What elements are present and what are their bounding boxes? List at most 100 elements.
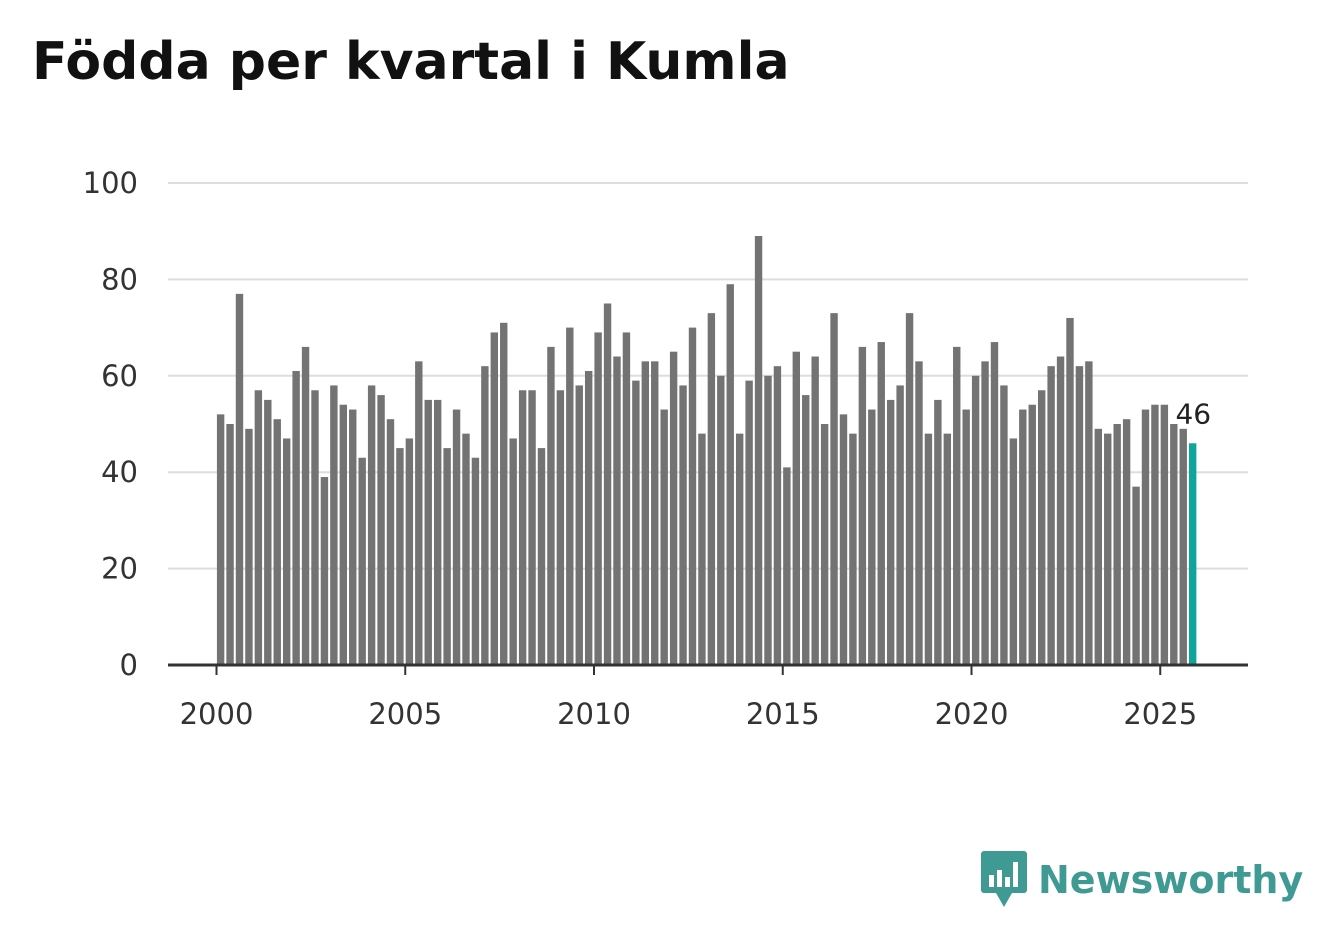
y-tick-label: 40 — [101, 455, 138, 489]
bar — [735, 433, 744, 665]
bar — [754, 236, 763, 665]
bar — [1113, 424, 1121, 665]
x-tick-label: 2010 — [557, 697, 631, 731]
y-tick-label: 0 — [120, 648, 138, 682]
bar — [566, 327, 574, 665]
x-tick-label: 2005 — [368, 697, 442, 731]
bar — [641, 361, 650, 665]
bar — [934, 399, 942, 665]
newsworthy-logo: Newsworthy — [980, 848, 1303, 912]
bar — [1066, 317, 1074, 665]
bar — [660, 409, 668, 665]
bar — [981, 361, 989, 665]
bar — [367, 385, 376, 665]
bar — [1075, 366, 1084, 665]
bar — [868, 409, 876, 665]
bar — [802, 395, 810, 665]
bar — [603, 303, 612, 665]
bar — [632, 380, 640, 665]
bar — [962, 409, 970, 665]
bar — [1028, 404, 1036, 665]
bar — [1151, 404, 1159, 665]
bar — [254, 390, 263, 665]
y-tick-label: 80 — [101, 262, 138, 296]
axes: 0 20 40 60 80 100 2000 2005 2010 2015 2020 2025 — [83, 166, 1248, 731]
bar — [839, 414, 848, 665]
bar — [575, 385, 583, 665]
bar — [1000, 385, 1008, 665]
bar — [433, 399, 442, 665]
bar — [330, 385, 338, 665]
bar — [905, 313, 914, 665]
bar — [386, 419, 395, 665]
bar — [707, 313, 716, 665]
x-tick-label: 2020 — [935, 697, 1009, 731]
bar — [556, 390, 565, 665]
bar — [1160, 404, 1169, 665]
bar — [547, 346, 555, 665]
x-tick-label: 2025 — [1123, 697, 1197, 731]
bar — [1094, 428, 1103, 665]
bar — [764, 375, 772, 665]
bar — [509, 438, 517, 665]
bar — [443, 448, 451, 665]
bar — [953, 346, 961, 665]
bar-chart-speech-bubble-icon — [981, 851, 1027, 907]
y-tick-label: 20 — [101, 552, 138, 586]
bar — [273, 419, 281, 665]
bar — [688, 327, 697, 665]
bar — [528, 390, 536, 665]
bar — [594, 332, 602, 665]
bar — [830, 313, 838, 665]
y-tick-label: 60 — [101, 359, 138, 393]
data-labels: 46 — [1172, 394, 1214, 433]
bar — [584, 370, 593, 665]
bar — [471, 457, 480, 665]
x-tick-label: 2015 — [746, 697, 820, 731]
bar — [1056, 356, 1065, 665]
bar — [235, 293, 244, 665]
bar — [679, 385, 687, 665]
bar — [424, 399, 432, 665]
bar — [1047, 366, 1055, 665]
bar — [1104, 433, 1112, 665]
brand-name: Newsworthy — [1038, 858, 1304, 902]
y-tick-label: 100 — [83, 166, 138, 200]
bar — [924, 433, 933, 665]
bar — [339, 404, 348, 665]
bar — [415, 361, 423, 665]
bar — [1132, 486, 1140, 665]
bar — [358, 457, 366, 665]
bar — [377, 395, 385, 665]
bar — [282, 438, 291, 665]
bar — [264, 399, 272, 665]
bar — [990, 342, 999, 665]
bar — [349, 409, 357, 665]
bar — [1141, 409, 1150, 665]
bar — [320, 477, 329, 665]
chart-title: Födda per kvartal i Kumla — [32, 32, 790, 92]
bar — [216, 414, 225, 665]
x-tick-label: 2000 — [180, 697, 254, 731]
bar — [669, 351, 678, 665]
bar — [943, 433, 952, 665]
bar — [1122, 419, 1131, 665]
bar — [1037, 390, 1046, 665]
bar — [1019, 409, 1027, 665]
bar — [849, 433, 857, 665]
bar — [858, 346, 867, 665]
bar — [245, 428, 253, 665]
bar — [311, 390, 319, 665]
bar-highlight — [1188, 443, 1197, 665]
bar — [301, 346, 310, 665]
bar — [783, 467, 791, 665]
bar — [405, 438, 414, 665]
data-label-last: 46 — [1175, 397, 1211, 430]
bar — [877, 342, 885, 665]
bar — [537, 448, 546, 665]
bar — [820, 424, 829, 665]
bar — [226, 424, 234, 665]
bar — [915, 361, 923, 665]
bar — [792, 351, 801, 665]
